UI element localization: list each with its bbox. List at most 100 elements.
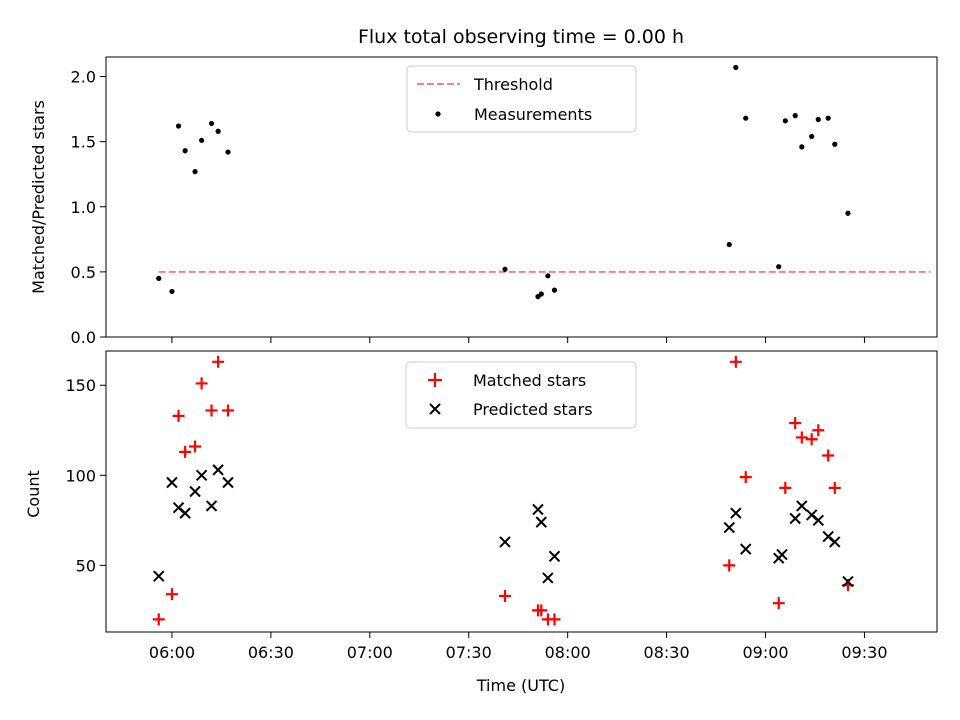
matched-stars-point <box>739 471 752 484</box>
matched-stars-point <box>772 597 785 610</box>
matched-stars-point <box>212 355 225 368</box>
counts-legend: Matched stars Predicted stars <box>405 361 637 429</box>
measurements-legend-label: Measurements <box>474 105 592 124</box>
measurements-point <box>845 210 851 216</box>
ratio-y-tick-label: 0.0 <box>71 328 96 347</box>
predicted-stars-point <box>740 543 752 555</box>
ratio-panel: Matched/Predicted stars 0.00.51.01.52.0 … <box>29 56 938 347</box>
x-tick-label: 09:30 <box>841 643 887 662</box>
counts-axes-frame <box>105 350 938 633</box>
measurements-point <box>538 291 544 297</box>
predicted-stars-point <box>205 500 218 512</box>
counts-y-tick-label: 150 <box>65 376 96 395</box>
measurements-point <box>815 116 821 123</box>
measurements-point <box>175 123 182 129</box>
threshold-legend-label: Threshold <box>473 75 553 94</box>
x-tick-label: 08:30 <box>644 643 690 662</box>
counts-y-tick-label: 50 <box>76 556 96 575</box>
x-tick-label: 06:30 <box>248 643 294 662</box>
predicted-stars-point <box>166 476 178 489</box>
matched-stars-point <box>723 559 736 572</box>
ratio-y-tick-label: 1.5 <box>71 133 96 152</box>
counts-panel: Count 50 100 150 06:00 06:30 07:00 07:30 08:00… <box>24 350 938 662</box>
measurements-point <box>733 64 739 71</box>
x-tick-label: 07:00 <box>347 643 393 662</box>
ratio-plot-area <box>156 64 931 300</box>
measurements-point <box>215 128 221 134</box>
counts-legend-frame <box>405 361 637 429</box>
ratio-x-ticks <box>171 337 865 343</box>
predicted-stars-point <box>532 503 544 516</box>
measurements-point <box>208 120 215 127</box>
x-tick-label: 06:00 <box>149 643 195 662</box>
measurements-point <box>199 137 205 143</box>
matched-stars-point <box>729 355 742 368</box>
measurements-point <box>799 144 805 150</box>
matched-legend-label: Matched stars <box>473 371 586 390</box>
predicted-stars-point <box>212 464 224 476</box>
measurements-point <box>169 288 175 295</box>
measurements-point <box>182 148 188 154</box>
matched-stars-point <box>795 431 808 444</box>
matched-stars-point <box>165 588 178 601</box>
matched-legend-swatch <box>428 373 442 387</box>
measurements-point <box>225 149 231 155</box>
measurements-point <box>192 169 198 175</box>
matched-stars-point <box>179 445 192 458</box>
measurements-point <box>809 133 815 140</box>
predicted-legend-swatch <box>429 403 441 415</box>
measurements-point <box>825 115 831 121</box>
predicted-stars-point <box>723 521 735 534</box>
measurements-point <box>156 275 162 281</box>
measurements-point <box>726 241 732 248</box>
matched-stars-point <box>189 440 202 453</box>
counts-y-tick-label: 100 <box>65 466 96 485</box>
predicted-stars-point <box>829 536 841 548</box>
predicted-stars-point <box>542 572 554 584</box>
measurements-point <box>776 264 782 270</box>
x-tick-label: 08:00 <box>545 643 591 662</box>
measurements-point <box>743 115 749 121</box>
matched-stars-point <box>812 424 825 437</box>
counts-x-ticks: 06:00 06:30 07:00 07:30 08:00 08:30 09:00 09:30 <box>149 632 888 662</box>
matched-stars-point <box>172 409 185 422</box>
ratio-y-tick-label: 0.5 <box>71 263 96 282</box>
predicted-stars-point <box>153 570 165 582</box>
x-tick-label: 07:30 <box>446 643 492 662</box>
matched-stars-point <box>548 613 561 626</box>
ratio-legend: Threshold Measurements <box>406 65 637 133</box>
figure-title: Flux total observing time = 0.00 h <box>358 26 684 48</box>
measurements-point <box>792 113 798 119</box>
predicted-stars-point <box>179 507 191 519</box>
matched-stars-point <box>195 377 208 390</box>
counts-y-ticks: 50 100 150 <box>65 376 106 575</box>
matched-stars-point <box>222 404 235 417</box>
matched-stars-point <box>152 613 165 626</box>
measurements-point <box>545 273 551 279</box>
ratio-y-tick-label: 1.0 <box>71 198 96 217</box>
matched-stars-point <box>805 433 818 446</box>
predicted-stars-point <box>789 512 801 525</box>
matched-stars-point <box>822 449 835 462</box>
predicted-stars-point <box>548 550 561 563</box>
predicted-legend-label: Predicted stars <box>473 400 593 419</box>
measurements-point <box>782 118 788 124</box>
x-axis-label: Time (UTC) <box>476 676 565 695</box>
measurements-legend-swatch <box>435 111 441 117</box>
predicted-stars-point <box>195 469 208 481</box>
predicted-stars-point <box>535 516 547 528</box>
matched-stars-point <box>828 481 841 494</box>
counts-y-axis-label: Count <box>24 470 43 518</box>
predicted-stars-point <box>796 500 808 512</box>
measurements-point <box>551 287 558 293</box>
matched-stars-point <box>499 589 512 602</box>
predicted-stars-point <box>812 514 824 527</box>
predicted-stars-point <box>730 507 742 519</box>
x-tick-label: 09:00 <box>742 643 788 662</box>
predicted-stars-point <box>222 476 234 489</box>
predicted-stars-point <box>776 548 788 561</box>
matched-stars-point <box>535 604 548 617</box>
measurements-point <box>832 141 838 147</box>
predicted-stars-point <box>842 575 854 588</box>
